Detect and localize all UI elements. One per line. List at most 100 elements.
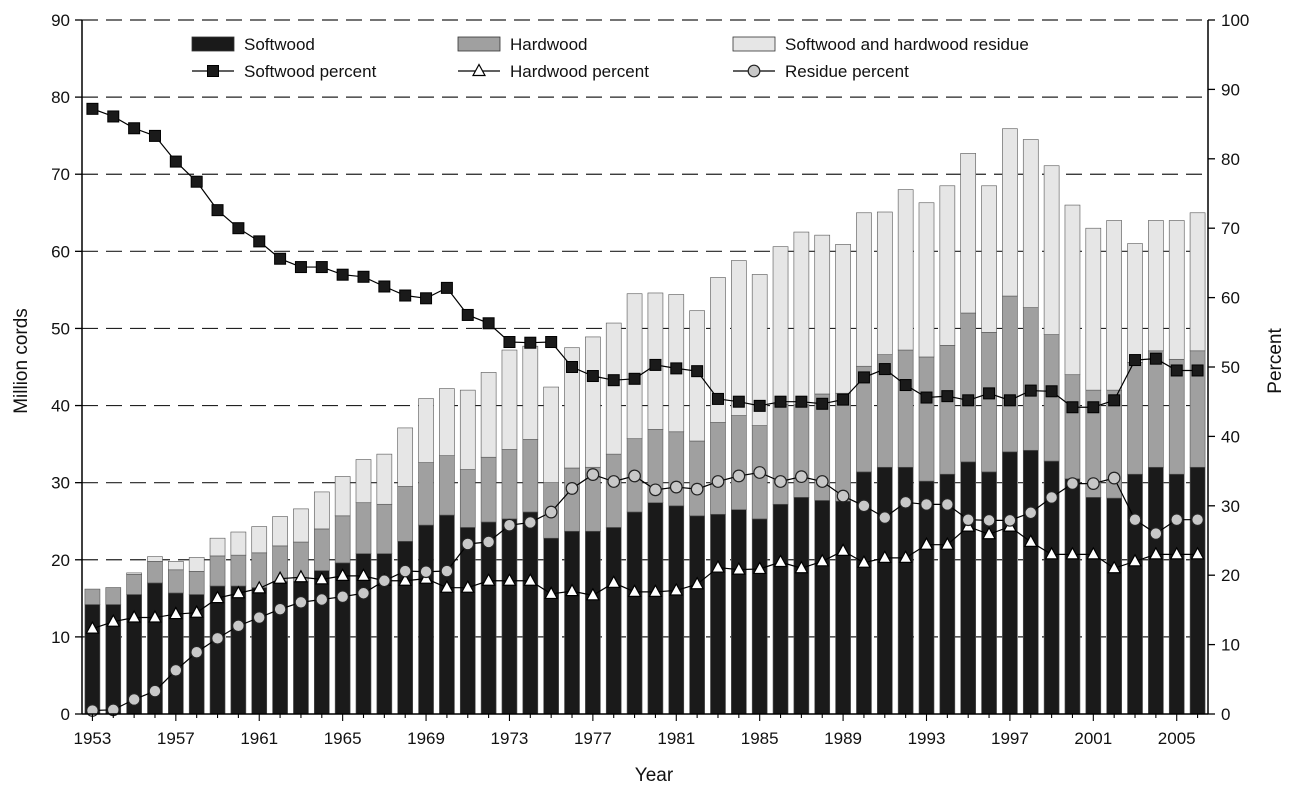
bar-softwood-and-hardwood-residue [1106,220,1122,391]
bar-softwood-and-hardwood-residue [1002,128,1018,297]
legend-item-hardwood-percent: Hardwood percent [458,62,649,81]
point-softwood-percent [482,317,495,330]
point-hardwood-percent [710,559,725,573]
point-softwood-percent [378,280,391,293]
point-softwood-percent [1066,401,1079,414]
bar-softwood-and-hardwood-residue [355,459,372,504]
point-residue-percent [920,498,933,511]
point-softwood-percent [190,175,203,188]
point-residue-percent [357,586,370,600]
x-tick-label: 1953 [74,729,112,748]
axes: 0 10 20 30 40 50 60 70 80 90 0 10 20 30 40 50 60 70 80 90 10… [51,11,1249,748]
point-residue-percent [398,564,412,578]
bar-softwood [647,502,664,715]
bar-softwood-and-hardwood-residue [772,246,789,405]
bar-softwood [876,466,893,715]
point-residue-percent [732,469,746,483]
point-softwood-percent [294,261,307,274]
bar-softwood-and-hardwood-residue [313,491,330,530]
point-softwood-percent [732,395,745,408]
point-residue-percent [523,516,537,529]
point-residue-percent [1003,513,1017,527]
point-residue-percent [857,499,871,513]
x-tick-label: 1993 [908,729,946,748]
bar-hardwood [668,431,685,507]
point-hardwood-percent [168,606,183,620]
point-hardwood-percent [1169,546,1184,560]
point-hardwood-percent [856,554,871,568]
point-residue-percent [1191,513,1204,527]
point-softwood-percent [336,268,349,281]
y2-tick-label: 60 [1221,289,1240,308]
bar-softwood-and-hardwood-residue [147,556,163,562]
point-residue-percent [336,590,350,604]
bar-hardwood [605,453,622,528]
bar-softwood-and-hardwood-residue [918,202,935,358]
bar-softwood-and-hardwood-residue [981,185,997,333]
point-hardwood-percent [439,579,454,593]
bar-softwood-and-hardwood-residue [1022,139,1039,308]
bar-softwood-and-hardwood-residue [939,185,956,346]
bar-softwood [439,514,455,715]
bar-hardwood [105,587,122,605]
bar-softwood [585,530,601,715]
y-tick-label: 20 [51,551,70,570]
point-softwood-percent [545,336,558,349]
legend-swatch [732,36,776,52]
point-softwood-percent [586,370,599,383]
bar-softwood [418,524,434,715]
bar-hardwood [918,356,935,482]
bar-hardwood [689,440,705,517]
point-hardwood-percent [106,613,121,627]
point-hardwood-percent [565,583,580,597]
bar-softwood [960,461,977,715]
x-tick-label: 2005 [1158,729,1196,748]
point-hardwood-percent [773,554,788,568]
point-hardwood-percent [1148,546,1163,560]
point-residue-percent [1024,506,1038,520]
bar-hardwood [126,574,142,595]
point-residue-percent [252,611,266,624]
bar-softwood-and-hardwood-residue [126,572,142,575]
x-tick-label: 1981 [657,729,695,748]
point-hardwood-percent [460,579,475,593]
bar-softwood-and-hardwood-residue [293,508,309,543]
bar-hardwood [1043,334,1060,462]
y-tick-label: 80 [51,88,70,107]
point-residue-percent [503,518,516,532]
point-softwood-percent [753,399,766,412]
bar-hardwood [897,349,914,468]
bars [84,128,1206,715]
point-residue-percent [836,489,850,503]
bar-hardwood [522,439,539,513]
point-softwood-percent [315,261,328,274]
point-softwood-percent [983,387,996,400]
point-softwood-percent [357,270,370,283]
legend-marker [471,63,487,77]
point-softwood-percent [816,397,829,410]
point-hardwood-percent [940,536,955,550]
bar-hardwood [981,331,997,473]
point-hardwood-percent [356,568,371,581]
point-hardwood-percent [231,585,246,599]
point-hardwood-percent [335,568,350,581]
x-tick-label: 1961 [240,729,278,748]
point-hardwood-percent [1023,534,1038,547]
point-softwood-percent [253,235,266,248]
point-hardwood-percent [398,572,413,586]
bar-softwood [668,505,685,715]
bar-softwood-and-hardwood-residue [564,347,580,469]
bar-softwood-and-hardwood-residue [793,231,810,406]
point-residue-percent [961,513,975,527]
bar-hardwood [939,345,956,475]
x-tick-label: 1965 [324,729,362,748]
legend-label: Hardwood percent [510,62,649,81]
point-hardwood-percent [147,609,162,623]
y-tick-label: 30 [51,474,70,493]
point-softwood-percent [857,371,870,384]
bar-hardwood [835,392,851,502]
bar-softwood-and-hardwood-residue [480,372,497,458]
x-tick-label: 1973 [491,729,529,748]
bar-hardwood [397,486,414,542]
point-softwood-percent [711,392,724,405]
